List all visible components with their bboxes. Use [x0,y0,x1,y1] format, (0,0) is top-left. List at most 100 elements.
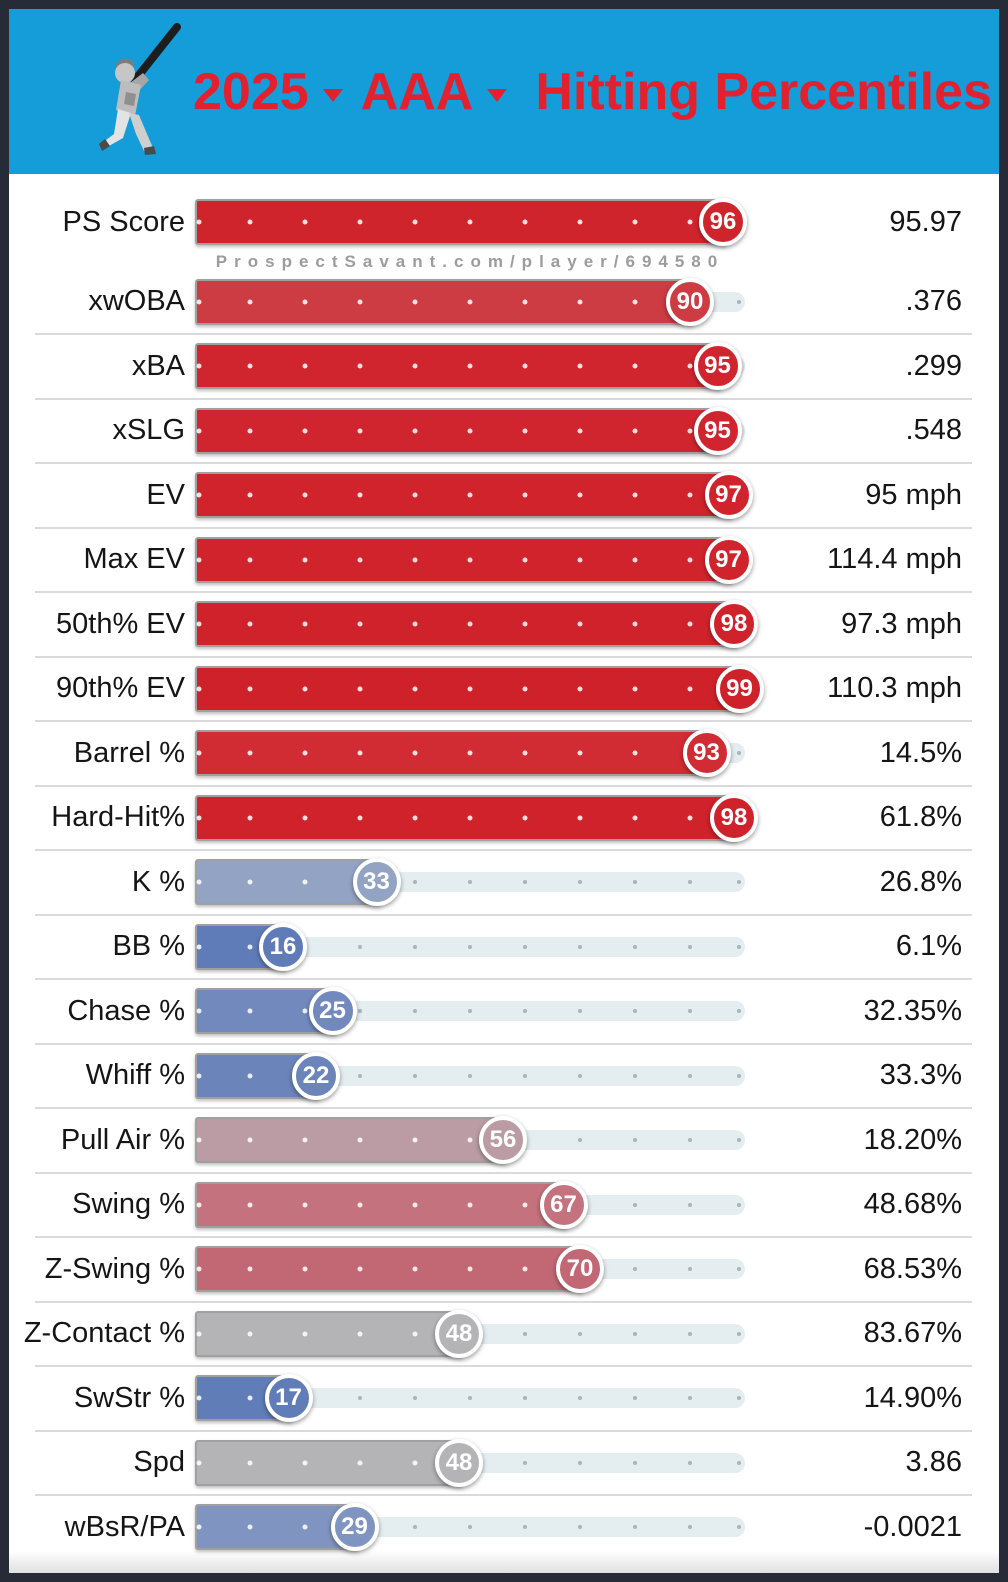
percentile-bar[interactable]: 97 [195,535,753,584]
percentile-badge: 48 [435,1438,483,1487]
percentile-badge: 17 [264,1374,313,1423]
decile-dot [522,621,528,627]
level-select[interactable]: AAA [361,62,526,122]
bar-fill [195,407,722,454]
decile-dot [522,219,528,225]
decile-dot [633,1202,637,1207]
chevron-down-icon [487,89,508,102]
metric-label: xSLG [112,414,185,447]
decile-dot [412,492,418,498]
decile-dot [632,363,638,369]
decile-dot [578,1396,582,1401]
decile-dot [687,621,693,627]
decile-dot [247,944,253,950]
decile-dot [357,428,363,434]
percentile-bar[interactable]: 95 [195,342,745,391]
percentile-bar[interactable]: 67 [195,1180,745,1229]
decile-dot [302,1266,308,1272]
decile-dot [357,1460,363,1466]
decile-dot [578,1073,582,1078]
decile-dot [578,1525,582,1530]
percentile-bar[interactable]: 17 [195,1374,745,1423]
bar-fill [195,199,727,246]
decile-dot [247,1202,253,1208]
decile-dot [357,1202,363,1208]
percentile-bar[interactable]: 98 [195,600,758,649]
metric-value: 32.35% [863,994,962,1027]
table-row: K % 33 26.8% [9,849,999,915]
percentile-bar[interactable]: 56 [195,1116,745,1165]
decile-dot [578,1331,582,1336]
percentile-badge: 67 [539,1180,588,1229]
percentile-bar[interactable]: 99 [195,664,764,713]
table-row: Hard-Hit% 98 61.8% [9,784,999,851]
percentile-bar[interactable]: 29 [195,1503,745,1552]
percentile-bar[interactable]: 97 [195,471,753,520]
decile-dot [302,299,308,305]
table-row: Chase % 25 32.35% [9,978,999,1044]
decile-dot [247,621,253,627]
decile-dot [412,621,418,627]
bar-fill [195,1439,463,1486]
bar-fill [195,1181,568,1228]
percentile-bar[interactable]: 48 [195,1309,745,1358]
decile-dot [632,299,638,305]
table-row: 90th% EV 99 110.3 mph [9,655,999,722]
percentile-bar[interactable]: 96 [195,198,747,247]
bar-fill [195,1117,507,1164]
metric-value: 114.4 mph [827,543,962,576]
percentile-bar[interactable]: 48 [195,1438,745,1487]
metric-label: Z-Swing % [44,1252,185,1285]
decile-dot [522,750,528,756]
decile-dot [577,815,583,821]
table-row: Max EV 97 114.4 mph [9,526,999,593]
percentile-bar[interactable]: 70 [195,1245,745,1294]
decile-dot [522,363,528,369]
decile-dot [196,1524,202,1530]
metric-value: 97.3 mph [841,607,962,640]
percentile-bar[interactable]: 16 [195,922,745,971]
decile-dot [357,492,363,498]
percentile-bar[interactable]: 90 [195,277,745,326]
percentile-bar[interactable]: 95 [195,406,745,455]
decile-dot [577,299,583,305]
percentile-bar[interactable]: 22 [195,1051,745,1100]
table-row: SwStr % 17 14.90% [9,1365,999,1431]
decile-dot [247,1331,253,1337]
decile-dot [302,1137,308,1143]
percentile-rows: PS Score 96 95.97 ProspectSavant.com/pla… [9,190,999,1560]
decile-dot [633,1267,637,1272]
decile-dot [522,1202,528,1208]
decile-dot [467,428,473,434]
decile-dot [412,815,418,821]
decile-dot [247,363,253,369]
decile-dot [633,1331,637,1336]
decile-dot [412,1266,418,1272]
percentile-bar[interactable]: 33 [195,858,745,907]
decile-dot [688,944,692,949]
bar-fill [195,472,733,519]
decile-dot [467,1137,473,1143]
decile-dot [688,1202,692,1207]
decile-dot [468,880,472,885]
decile-dot [196,686,202,692]
percentile-card: 2025 AAA Hitting Percentiles PS Score 96… [9,9,999,1573]
decile-dot [522,428,528,434]
decile-dot [247,219,253,225]
table-row: Whiff % 22 33.3% [9,1042,999,1109]
level-label: AAA [360,62,474,121]
decile-dot [196,1008,202,1014]
percentile-bar[interactable]: 93 [195,729,745,778]
percentile-bar[interactable]: 25 [195,987,745,1036]
year-select[interactable]: 2025 [193,62,361,122]
percentile-bar[interactable]: 98 [195,793,758,842]
decile-dot [302,363,308,369]
decile-dot [412,750,418,756]
metric-value: .376 [905,285,962,318]
decile-dot [247,557,253,563]
decile-dot [196,621,202,627]
decile-dot [247,1266,253,1272]
decile-dot [688,1267,692,1272]
metric-value: 6.1% [895,930,962,963]
